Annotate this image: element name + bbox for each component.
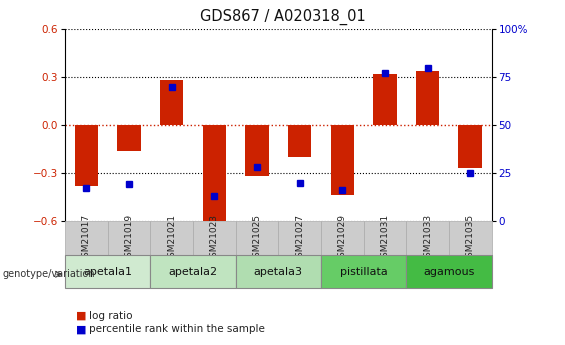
Bar	[458, 125, 482, 168]
Text: ■: ■	[76, 325, 87, 334]
Text: apetala1: apetala1	[83, 267, 132, 277]
Text: GSM21033: GSM21033	[423, 214, 432, 263]
Text: percentile rank within the sample: percentile rank within the sample	[89, 325, 265, 334]
Bar	[236, 255, 321, 288]
Text: GSM21017: GSM21017	[82, 214, 91, 263]
Bar	[65, 221, 107, 255]
Bar	[279, 221, 321, 255]
Bar	[373, 74, 397, 125]
Bar	[193, 221, 236, 255]
Text: GSM21021: GSM21021	[167, 214, 176, 263]
Bar	[321, 221, 364, 255]
Text: genotype/variation: genotype/variation	[3, 269, 95, 279]
Bar	[331, 125, 354, 195]
Text: GDS867 / A020318_01: GDS867 / A020318_01	[199, 9, 366, 25]
Text: GSM21027: GSM21027	[295, 214, 304, 263]
Bar	[150, 221, 193, 255]
Bar	[107, 221, 150, 255]
Bar	[416, 71, 440, 125]
Text: ■: ■	[76, 311, 87, 321]
Text: agamous: agamous	[423, 267, 475, 277]
Text: apetala2: apetala2	[168, 267, 218, 277]
Bar	[236, 221, 278, 255]
Bar	[321, 255, 406, 288]
Bar	[449, 221, 492, 255]
Bar	[202, 125, 226, 224]
Bar	[150, 255, 236, 288]
Text: pistillata: pistillata	[340, 267, 388, 277]
Text: log ratio: log ratio	[89, 311, 133, 321]
Text: apetala3: apetala3	[254, 267, 303, 277]
Bar	[160, 80, 184, 125]
Text: GSM21023: GSM21023	[210, 214, 219, 263]
Bar	[245, 125, 269, 176]
Bar	[75, 125, 98, 186]
Bar	[406, 255, 492, 288]
Bar	[288, 125, 311, 157]
Bar	[364, 221, 406, 255]
Bar	[406, 221, 449, 255]
Text: GSM21035: GSM21035	[466, 214, 475, 263]
Text: GSM21031: GSM21031	[380, 214, 389, 263]
Text: GSM21029: GSM21029	[338, 214, 347, 263]
Text: GSM21025: GSM21025	[253, 214, 262, 263]
Text: GSM21019: GSM21019	[124, 214, 133, 263]
Bar	[117, 125, 141, 150]
Bar	[65, 255, 150, 288]
